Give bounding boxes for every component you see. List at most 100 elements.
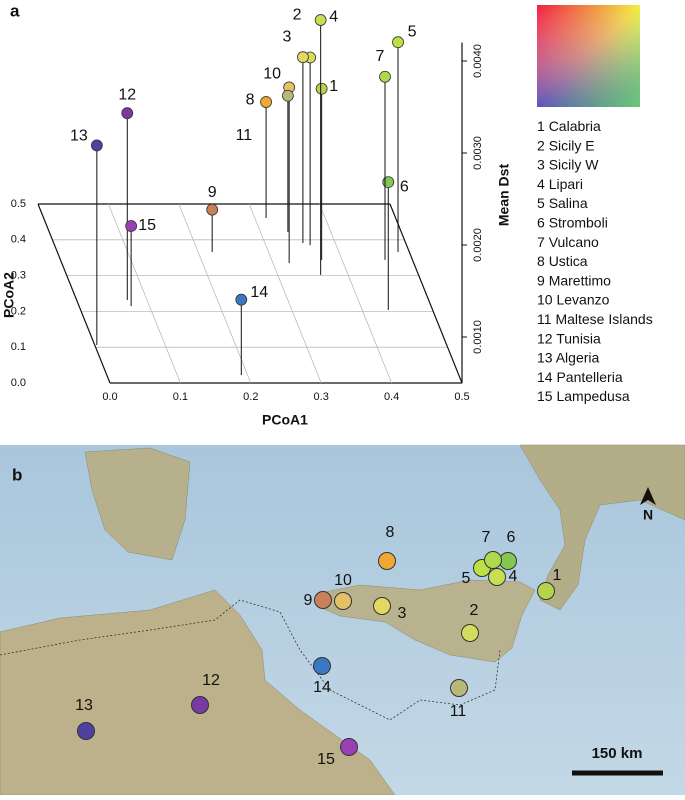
legend-name: Marettimo bbox=[549, 272, 611, 288]
x-tick-label: 0.0 bbox=[102, 391, 117, 403]
grid-line bbox=[37, 203, 111, 384]
site bbox=[378, 552, 396, 570]
y-tick-label: 0.4 bbox=[11, 234, 26, 246]
legend-number: 12 bbox=[537, 330, 553, 346]
legend-number: 11 bbox=[537, 311, 552, 327]
x-tick-label: 0.2 bbox=[243, 391, 258, 403]
grid-line bbox=[178, 203, 252, 384]
grid-line bbox=[319, 203, 392, 384]
site bbox=[334, 592, 352, 610]
legend-number: 9 bbox=[537, 272, 545, 288]
legend-entry: 2 Sicily E bbox=[537, 137, 595, 153]
site bbox=[77, 722, 95, 740]
legend-number: 14 bbox=[537, 369, 553, 385]
grid-line bbox=[248, 203, 322, 384]
site-label: 10 bbox=[334, 572, 352, 589]
legend-entry: 15 Lampedusa bbox=[537, 388, 630, 404]
sicily bbox=[319, 579, 536, 663]
point-label: 8 bbox=[246, 91, 255, 108]
site bbox=[191, 696, 209, 714]
point bbox=[281, 89, 294, 102]
site-label: 15 bbox=[317, 751, 335, 768]
legend-number: 5 bbox=[537, 195, 545, 211]
y-tick-label: 0.1 bbox=[11, 341, 26, 353]
x-tick-label: 0.1 bbox=[173, 391, 188, 403]
legend-number: 15 bbox=[537, 388, 553, 404]
legend-entry: 10 Levanzo bbox=[537, 291, 610, 307]
site bbox=[484, 551, 502, 569]
legend-entry: 11 Maltese Islands bbox=[537, 311, 653, 327]
site-label: 11 bbox=[450, 703, 467, 720]
point bbox=[121, 107, 134, 120]
legend-name: Levanzo bbox=[556, 291, 609, 307]
z-axis-title: Mean Dst bbox=[496, 164, 512, 227]
legend-number: 6 bbox=[537, 214, 545, 230]
sardinia bbox=[84, 447, 191, 561]
point-label: 1 bbox=[329, 78, 338, 95]
point bbox=[392, 36, 404, 49]
legend-name: Sicily E bbox=[549, 137, 595, 153]
point bbox=[206, 203, 219, 216]
site bbox=[499, 552, 517, 570]
point bbox=[314, 14, 327, 26]
legend-entry: 7 Vulcano bbox=[537, 234, 599, 250]
site-label: 6 bbox=[507, 529, 516, 546]
z-tick-label: 0.0040 bbox=[472, 44, 484, 78]
z-tick-label: 0.0020 bbox=[472, 228, 484, 262]
x-tick-label: 0.5 bbox=[454, 391, 469, 403]
point-label: 5 bbox=[408, 23, 417, 40]
legend-name: Stromboli bbox=[549, 214, 608, 230]
color-key-shade bbox=[537, 5, 640, 107]
panel-a: a 0.0 0.1 0.2 0.3 0.4 0.5 0.0 0.1 0.2 0.3 0.4 0.5 0.… bbox=[1, 1, 653, 427]
legend-number: 2 bbox=[537, 137, 545, 153]
site bbox=[537, 582, 555, 600]
point bbox=[260, 96, 272, 108]
site-label: 2 bbox=[470, 602, 479, 619]
north-label: N bbox=[643, 507, 653, 523]
point-label: 7 bbox=[376, 48, 385, 65]
legend-entry: 3 Sicily W bbox=[537, 156, 599, 172]
north-arrow bbox=[640, 487, 656, 505]
legend-number: 13 bbox=[537, 349, 553, 365]
legend-entry: 5 Salina bbox=[537, 195, 588, 211]
point-label: 12 bbox=[118, 86, 136, 103]
legend-name: Lipari bbox=[549, 176, 583, 192]
point-label: 3 bbox=[282, 28, 291, 45]
site bbox=[450, 679, 468, 697]
legend-number: 8 bbox=[537, 253, 545, 269]
site bbox=[488, 568, 506, 586]
site-label: 1 bbox=[553, 567, 562, 584]
legend-number: 4 bbox=[537, 176, 545, 192]
legend-name: Maltese Islands bbox=[555, 311, 652, 327]
y-tick-label: 0.0 bbox=[11, 377, 26, 389]
legend-entry: 9 Marettimo bbox=[537, 272, 611, 288]
point bbox=[297, 51, 309, 64]
point-label: 10 bbox=[263, 66, 281, 83]
point-label: 6 bbox=[400, 178, 409, 195]
site bbox=[373, 597, 391, 615]
y-tick-label: 0.2 bbox=[11, 305, 26, 317]
site-label: 3 bbox=[398, 605, 407, 622]
legend-name: Vulcano bbox=[549, 234, 599, 250]
point bbox=[315, 82, 328, 95]
site-label: 12 bbox=[202, 672, 220, 689]
point-label: 9 bbox=[208, 184, 217, 201]
site bbox=[461, 624, 479, 642]
x-axis-title: PCoA1 bbox=[262, 412, 308, 428]
point-label: 4 bbox=[329, 8, 338, 25]
x-tick-label: 0.4 bbox=[384, 391, 399, 403]
legend-entry: 6 Stromboli bbox=[537, 214, 608, 230]
panel-label: a bbox=[10, 1, 20, 20]
site-label: 8 bbox=[386, 524, 395, 541]
legend-name: Salina bbox=[549, 195, 588, 211]
site bbox=[314, 591, 332, 609]
site-label: 14 bbox=[313, 679, 331, 696]
legend-entry: 13 Algeria bbox=[537, 349, 599, 365]
legend-entry: 4 Lipari bbox=[537, 176, 583, 192]
site-label: 7 bbox=[482, 529, 491, 546]
legend-name: Ustica bbox=[549, 253, 588, 269]
shelf-line bbox=[0, 599, 501, 721]
site bbox=[313, 657, 331, 675]
